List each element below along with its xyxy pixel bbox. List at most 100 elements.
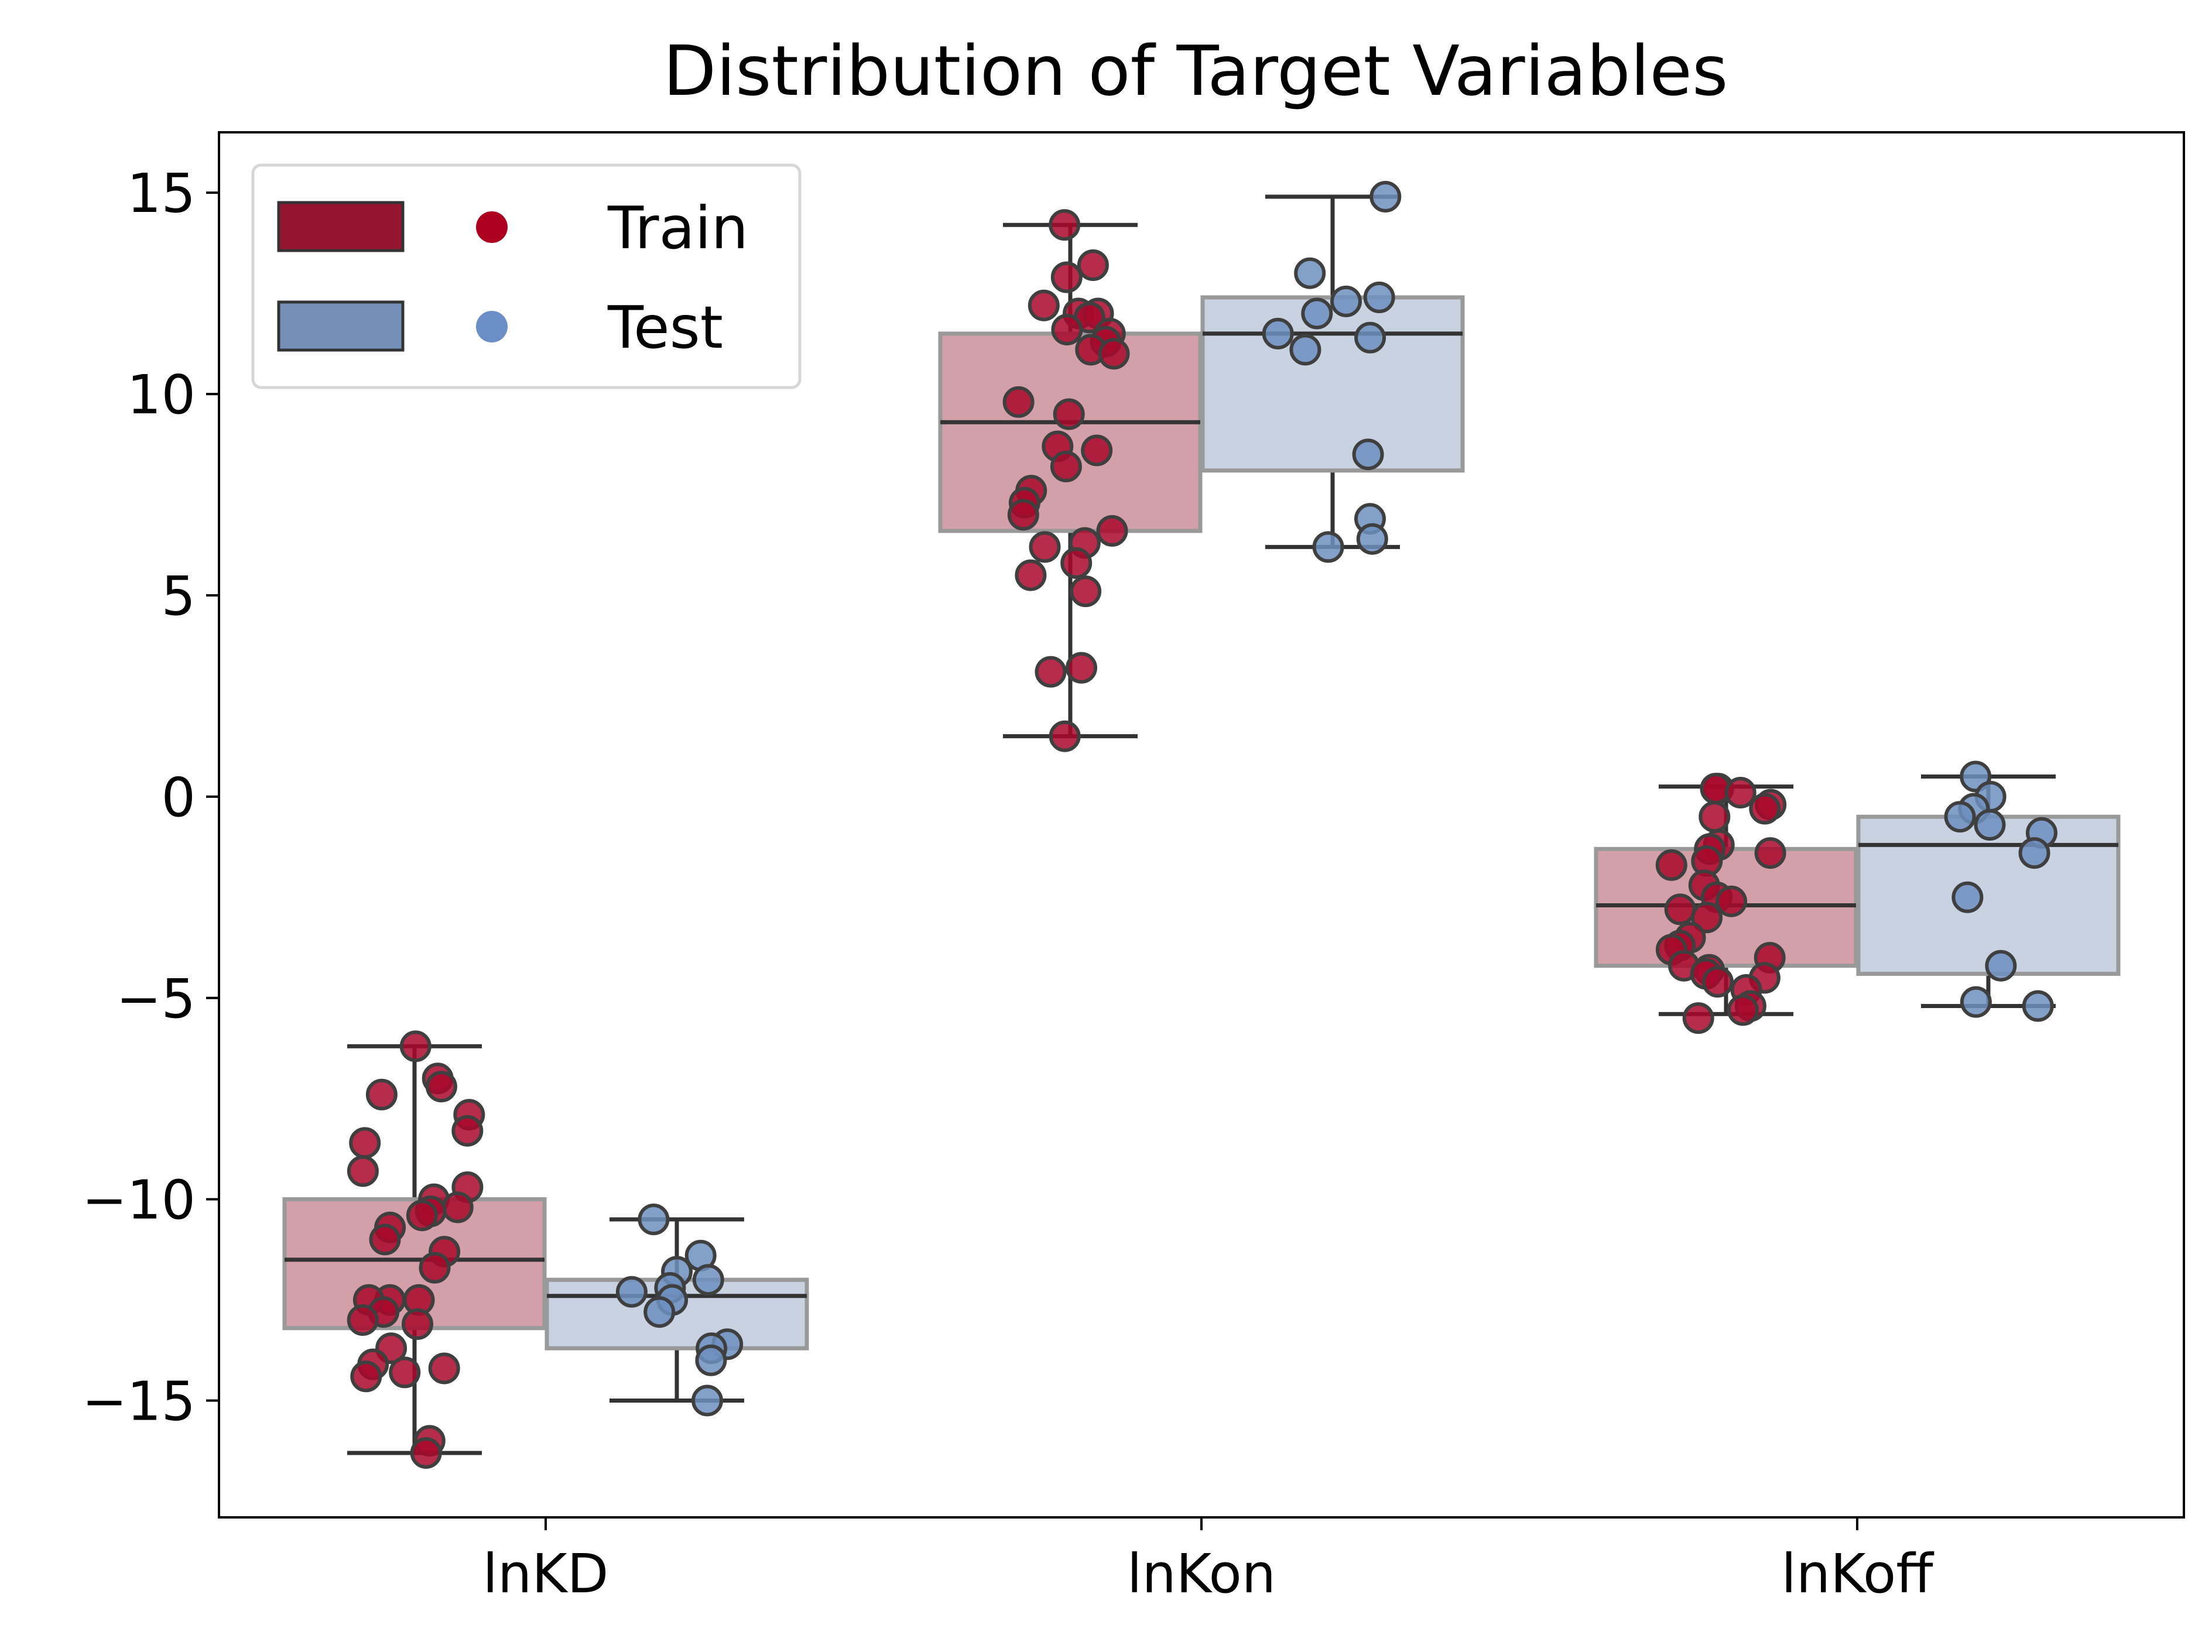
data-point [2022, 990, 2054, 1022]
data-point [1716, 885, 1748, 917]
data-point [1701, 966, 1734, 998]
data-point [1664, 893, 1696, 926]
legend-patch-train [277, 201, 405, 252]
data-point [402, 1308, 433, 1340]
data-point [1985, 950, 2017, 982]
data-point [692, 1264, 724, 1296]
x-tick-label: lnKD [482, 1543, 608, 1605]
data-point [1944, 801, 1976, 833]
data-point [1699, 801, 1731, 833]
y-tick-label: −5 [116, 968, 196, 1030]
box-train-lnkon [938, 222, 1203, 739]
data-point [2018, 837, 2050, 869]
data-point [1352, 438, 1384, 471]
legend-label-test: Test [607, 293, 723, 362]
data-point [1066, 652, 1097, 684]
data-point [1369, 181, 1402, 213]
data-point [349, 1127, 381, 1159]
box-iqr [1200, 295, 1465, 473]
points-test-lnkon [1262, 181, 1402, 563]
y-tick-label: −15 [82, 1370, 196, 1433]
points-train-lnkd [347, 1030, 485, 1469]
box-test-lnkon [1200, 194, 1465, 549]
axes: 15 10 5 0 −5 −10 −15 lnKD lnKon lnKoff [82, 162, 1934, 1605]
points-test-lnkoff [1944, 760, 2057, 1022]
data-point [1724, 777, 1756, 808]
box-test-lnkd [545, 1217, 809, 1403]
y-tick-label: 15 [127, 162, 196, 225]
data-point [1096, 515, 1128, 547]
data-point [1356, 523, 1388, 555]
data-point [369, 1223, 401, 1256]
data-point [1330, 285, 1362, 317]
data-point [1655, 849, 1687, 881]
legend-marker-test [476, 311, 508, 342]
data-point [1035, 656, 1067, 688]
x-tick-label: lnKon [1127, 1543, 1276, 1605]
data-point [1002, 386, 1035, 418]
data-point [1301, 297, 1333, 330]
data-point [1363, 282, 1395, 313]
points-train-lnkoff [1655, 773, 1787, 1034]
data-point [389, 1356, 421, 1389]
data-point [1070, 575, 1102, 608]
data-point [1077, 249, 1109, 281]
data-point [1028, 289, 1060, 321]
data-point [1754, 837, 1786, 869]
data-point [1294, 257, 1326, 289]
data-point [1050, 261, 1083, 293]
data-point [1749, 793, 1781, 825]
points-train-lnkon [1002, 209, 1130, 752]
data-point [1960, 986, 1992, 1018]
data-point [691, 1384, 723, 1417]
data-point [347, 1155, 379, 1187]
data-point [441, 1191, 474, 1223]
data-point [1007, 499, 1039, 531]
data-point [1051, 314, 1083, 345]
data-point [1974, 809, 2006, 841]
data-point [1015, 559, 1047, 591]
data-point [428, 1352, 460, 1384]
data-point [1098, 338, 1130, 370]
data-point [1312, 531, 1344, 563]
chart-title: Distribution of Target Variables [663, 30, 1728, 111]
data-point [695, 1344, 727, 1376]
data-point [1049, 209, 1081, 241]
data-point [1049, 720, 1081, 752]
legend-patch-test [277, 300, 405, 352]
data-point [1262, 317, 1294, 349]
data-point [419, 1252, 451, 1284]
data-point [638, 1204, 670, 1235]
data-point [1053, 398, 1085, 430]
y-tick-label: 10 [127, 364, 196, 426]
data-point [1081, 434, 1113, 467]
data-point [451, 1115, 484, 1147]
data-point [615, 1276, 648, 1308]
data-point [410, 1437, 442, 1469]
data-point [406, 1199, 438, 1232]
data-point [1951, 881, 1984, 913]
y-tick-label: 5 [161, 565, 196, 628]
plot-area [282, 181, 2121, 1469]
box-test-lnkoff [1856, 774, 2121, 1009]
data-point [1029, 531, 1061, 563]
data-point [1682, 1002, 1714, 1034]
legend: Train Test [251, 163, 802, 389]
data-point [643, 1296, 676, 1328]
data-point [425, 1071, 457, 1103]
data-point [350, 1360, 382, 1393]
y-tick-label: 0 [161, 766, 196, 829]
legend-marker-train [476, 211, 508, 243]
data-point [347, 1304, 379, 1336]
data-point [1060, 547, 1093, 579]
data-point [1691, 902, 1723, 934]
data-point [1289, 334, 1321, 366]
points-test-lnkd [615, 1204, 744, 1417]
box-iqr [938, 331, 1203, 533]
data-point [1050, 450, 1082, 482]
data-point [1727, 994, 1759, 1026]
data-point [399, 1030, 432, 1063]
data-point [1354, 321, 1386, 354]
y-tick-label: −10 [82, 1169, 196, 1232]
